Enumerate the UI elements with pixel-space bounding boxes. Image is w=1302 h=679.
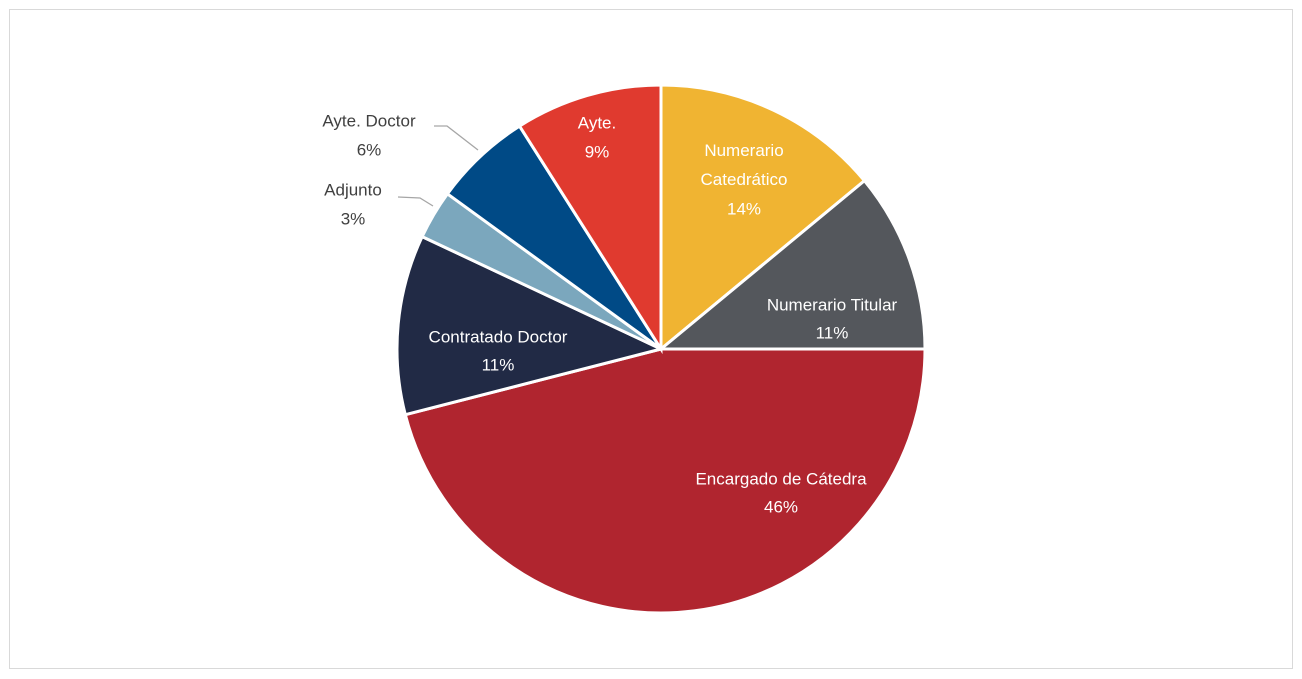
slice-label: Numerario Catedrático	[701, 141, 788, 189]
slice-value-label: 14%	[727, 199, 761, 218]
pie-slice	[656, 178, 927, 351]
slice-label: Ayte.	[578, 113, 616, 132]
leader-line	[397, 196, 434, 207]
slice-value-label: 6%	[357, 140, 382, 159]
pie-slice	[517, 83, 663, 355]
leader-line	[434, 125, 479, 151]
slice-value-label: 11%	[482, 355, 515, 374]
slice-value-label: 9%	[585, 142, 610, 161]
pie-slice	[659, 83, 867, 353]
slice-value-label: 3%	[341, 209, 366, 228]
slice-value-label: 46%	[764, 497, 798, 516]
pie-slice	[395, 234, 666, 417]
slice-label: Numerario Titular	[767, 295, 898, 314]
slice-label: Encargado de Cátedra	[695, 469, 867, 488]
pie-slice	[403, 347, 927, 615]
slice-label: Adjunto	[324, 180, 382, 199]
slice-label: Contratado Doctor	[429, 327, 568, 346]
slice-label: Ayte. Doctor	[322, 111, 416, 130]
slice-value-label: 11%	[816, 323, 849, 342]
